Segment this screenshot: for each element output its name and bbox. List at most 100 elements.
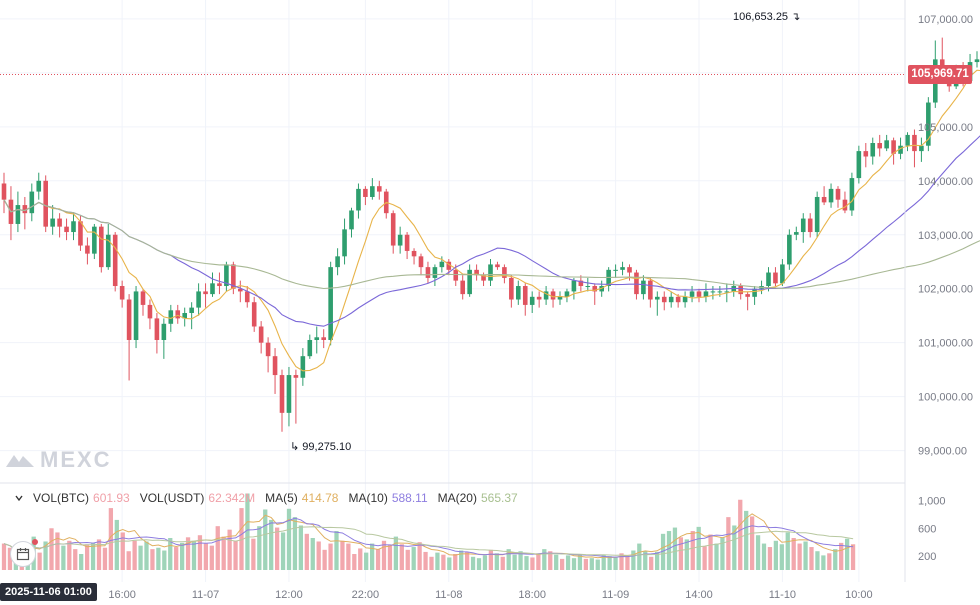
- volume-bar: [512, 554, 517, 570]
- volume-tick-label: 1,000: [918, 495, 946, 507]
- exchange-name: MEXC: [40, 447, 112, 472]
- volume-bar: [429, 556, 434, 570]
- vol-usdt-value: 62.342M: [208, 491, 256, 505]
- arrow-up-right-icon: ↳: [290, 441, 300, 453]
- time-tick-label: 18:00: [518, 589, 546, 601]
- candle-body: [425, 267, 431, 278]
- volume-bar: [102, 547, 108, 570]
- volume-bar: [90, 542, 96, 570]
- volume-bar: [678, 537, 684, 570]
- candle-body: [529, 296, 535, 305]
- candle-body: [356, 188, 361, 211]
- candle-body: [641, 280, 646, 295]
- volume-bar: [613, 557, 618, 570]
- candle-body: [856, 151, 862, 179]
- candle-body: [321, 337, 326, 340]
- volume-bar: [138, 545, 143, 570]
- candle-body: [495, 264, 500, 268]
- volume-bar: [84, 544, 90, 570]
- time-tick-label: 11-09: [602, 589, 629, 601]
- candle-body: [974, 59, 980, 63]
- volume-tick-label: 600: [918, 523, 936, 535]
- volume-bar: [43, 541, 48, 570]
- candle-body: [717, 291, 723, 293]
- candle-body: [696, 291, 702, 297]
- candle-body: [140, 291, 146, 305]
- volume-bar: [518, 551, 523, 570]
- volume-bar: [844, 538, 850, 570]
- time-tick-label: 16:00: [108, 589, 136, 601]
- candle-body: [634, 272, 639, 295]
- candle-body: [509, 277, 514, 300]
- volume-bar: [453, 554, 458, 570]
- volume-bar: [369, 543, 375, 570]
- volume-bar: [684, 539, 689, 570]
- candle-body: [627, 267, 632, 273]
- volume-bar: [548, 551, 553, 570]
- collapse-chevron-icon[interactable]: [15, 494, 23, 502]
- candle-body: [578, 280, 584, 287]
- candle-body: [251, 302, 257, 327]
- volume-bar: [619, 553, 624, 570]
- volume-bar: [595, 559, 600, 570]
- candle-body: [432, 267, 438, 278]
- time-tick-label: 11-07: [192, 589, 219, 601]
- volume-bar: [49, 528, 54, 570]
- candle-body: [814, 196, 820, 233]
- volume-bar: [375, 549, 381, 570]
- volume-bar: [607, 556, 612, 570]
- candle-body: [196, 291, 201, 308]
- candle-body: [655, 296, 660, 300]
- ma5-label: MA(5): [265, 491, 298, 505]
- candle-body: [112, 234, 118, 287]
- volume-bar: [423, 551, 428, 570]
- volume-bar: [672, 527, 678, 570]
- volume-bar: [506, 549, 511, 570]
- volume-bar: [292, 517, 298, 570]
- volume-bar: [120, 532, 125, 570]
- volume-bar: [233, 540, 238, 570]
- candle-body: [703, 291, 709, 297]
- volume-bar: [263, 509, 268, 570]
- candle-body: [175, 310, 181, 319]
- volume-bar: [720, 537, 725, 570]
- candle-body: [689, 291, 695, 297]
- volume-bar: [803, 541, 808, 570]
- volume-bar: [708, 534, 713, 570]
- volume-bar: [215, 526, 220, 570]
- candle-body: [439, 261, 445, 268]
- volume-bar: [274, 527, 280, 570]
- volume-bar: [393, 536, 399, 570]
- ma10-label: MA(10): [348, 491, 388, 505]
- volume-bar: [316, 541, 321, 570]
- candle-body: [794, 232, 799, 235]
- volume-bar: [144, 541, 149, 570]
- volume-bar: [773, 540, 779, 570]
- volume-bar: [827, 553, 832, 570]
- candle-body: [133, 291, 139, 340]
- volume-bar: [156, 547, 161, 570]
- price-tick-label: 101,000.00: [918, 338, 973, 350]
- go-to-date-button[interactable]: [10, 541, 36, 567]
- time-axis[interactable]: 16:00 11-07 12:00 22:00 11-08 18:00 11-09 14:00…: [108, 589, 872, 601]
- volume-bar: [162, 550, 167, 570]
- candles: [1, 37, 980, 432]
- candle-body: [154, 318, 160, 340]
- candle-body: [682, 296, 688, 303]
- volume-bar: [405, 549, 410, 570]
- candle-body: [557, 296, 563, 300]
- candle-body: [891, 140, 896, 154]
- candle-body: [126, 299, 132, 340]
- volume-bar: [150, 549, 155, 570]
- candle-body: [418, 256, 424, 268]
- volume-bar: [577, 554, 583, 570]
- vol-btc-label: VOL(BTC): [33, 491, 90, 505]
- volume-bar: [417, 542, 422, 570]
- volume-bar: [221, 536, 226, 570]
- volume-bar: [328, 543, 333, 570]
- candle-body: [71, 221, 76, 233]
- candle-body: [648, 280, 653, 300]
- candle-body: [536, 296, 542, 300]
- volume-legend: VOL(BTC) 601.93 VOL(USDT) 62.342M MA(5) …: [15, 490, 518, 506]
